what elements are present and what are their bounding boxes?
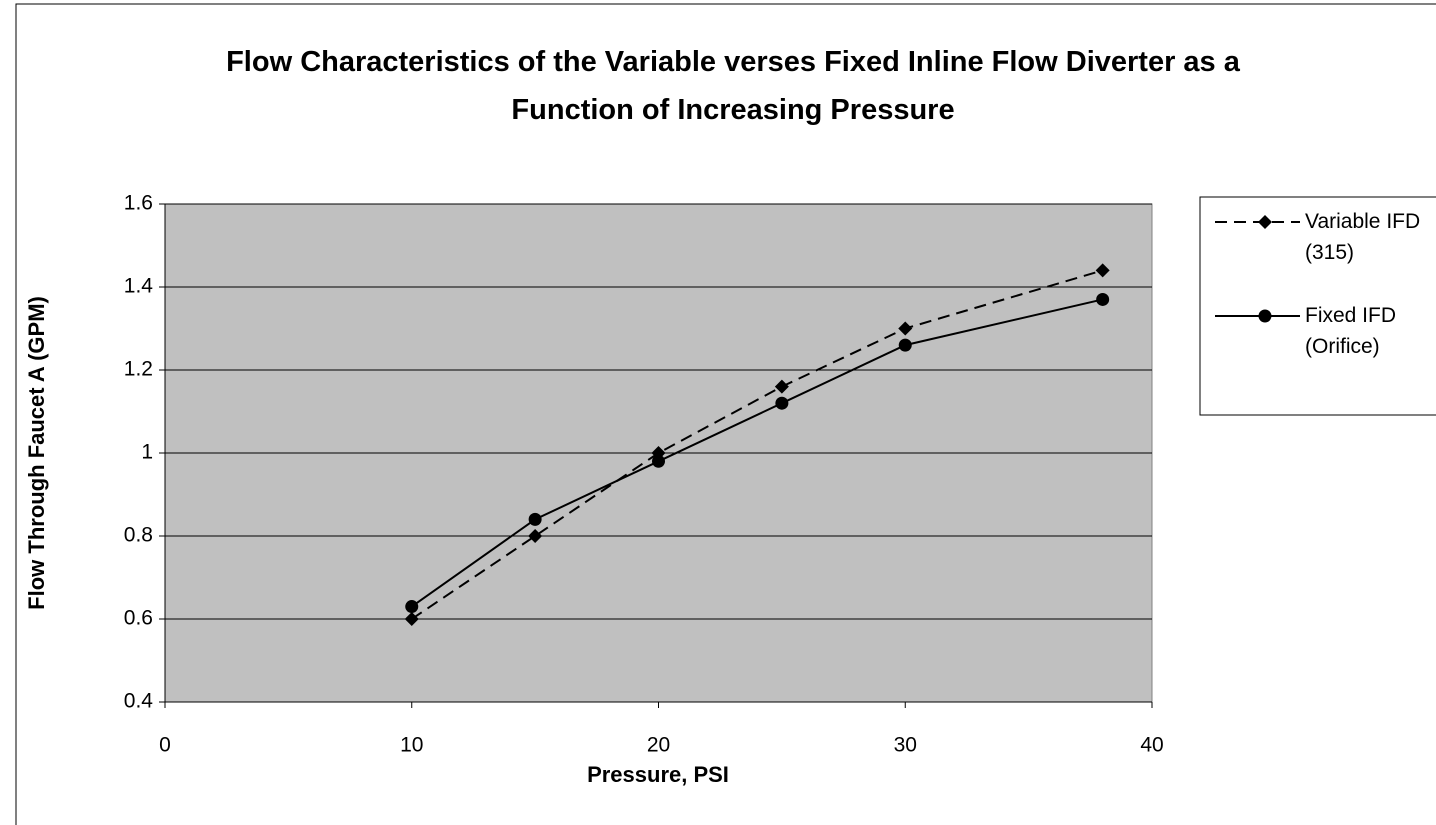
point — [1096, 292, 1110, 306]
chart-title: Flow Characteristics of the Variable ver… — [226, 46, 1240, 126]
point — [898, 338, 912, 352]
point — [528, 529, 543, 543]
x-tick-label: 40 — [1140, 734, 1163, 757]
point — [775, 396, 789, 410]
point — [1095, 263, 1110, 278]
y-tick-label: 0.6 — [124, 607, 153, 630]
y-tick-label: 1 — [141, 441, 153, 464]
legend-marker — [1258, 215, 1272, 229]
y-tick-label: 0.4 — [124, 690, 154, 713]
chart-frame — [15, 3, 1436, 825]
y-axis-label: Flow Through Faucet A (GPM) — [24, 296, 49, 610]
x-axis-label: Pressure, PSI — [587, 762, 729, 787]
y-tick-label: 1.6 — [124, 192, 153, 215]
y-tick-label: 0.8 — [124, 524, 153, 547]
x-tick-label: 0 — [159, 734, 171, 757]
y-tick-label: 1.4 — [124, 275, 154, 298]
legend-label: Variable IFD (315) — [1305, 210, 1421, 264]
series-line — [411, 298, 1103, 608]
x-tick-label: 30 — [894, 734, 917, 757]
point — [528, 512, 542, 526]
legend-label: Fixed IFD (Orifice) — [1305, 304, 1397, 358]
legend-box — [1199, 196, 1436, 416]
x-tick-label: 20 — [647, 734, 670, 757]
point — [404, 612, 419, 626]
y-tick-label: 1.2 — [124, 358, 153, 381]
legend-marker — [1258, 309, 1272, 323]
point — [774, 379, 789, 394]
point — [898, 321, 913, 336]
point — [405, 600, 419, 614]
point — [652, 454, 665, 468]
series-line — [411, 269, 1103, 620]
x-tick-label: 10 — [400, 734, 423, 757]
